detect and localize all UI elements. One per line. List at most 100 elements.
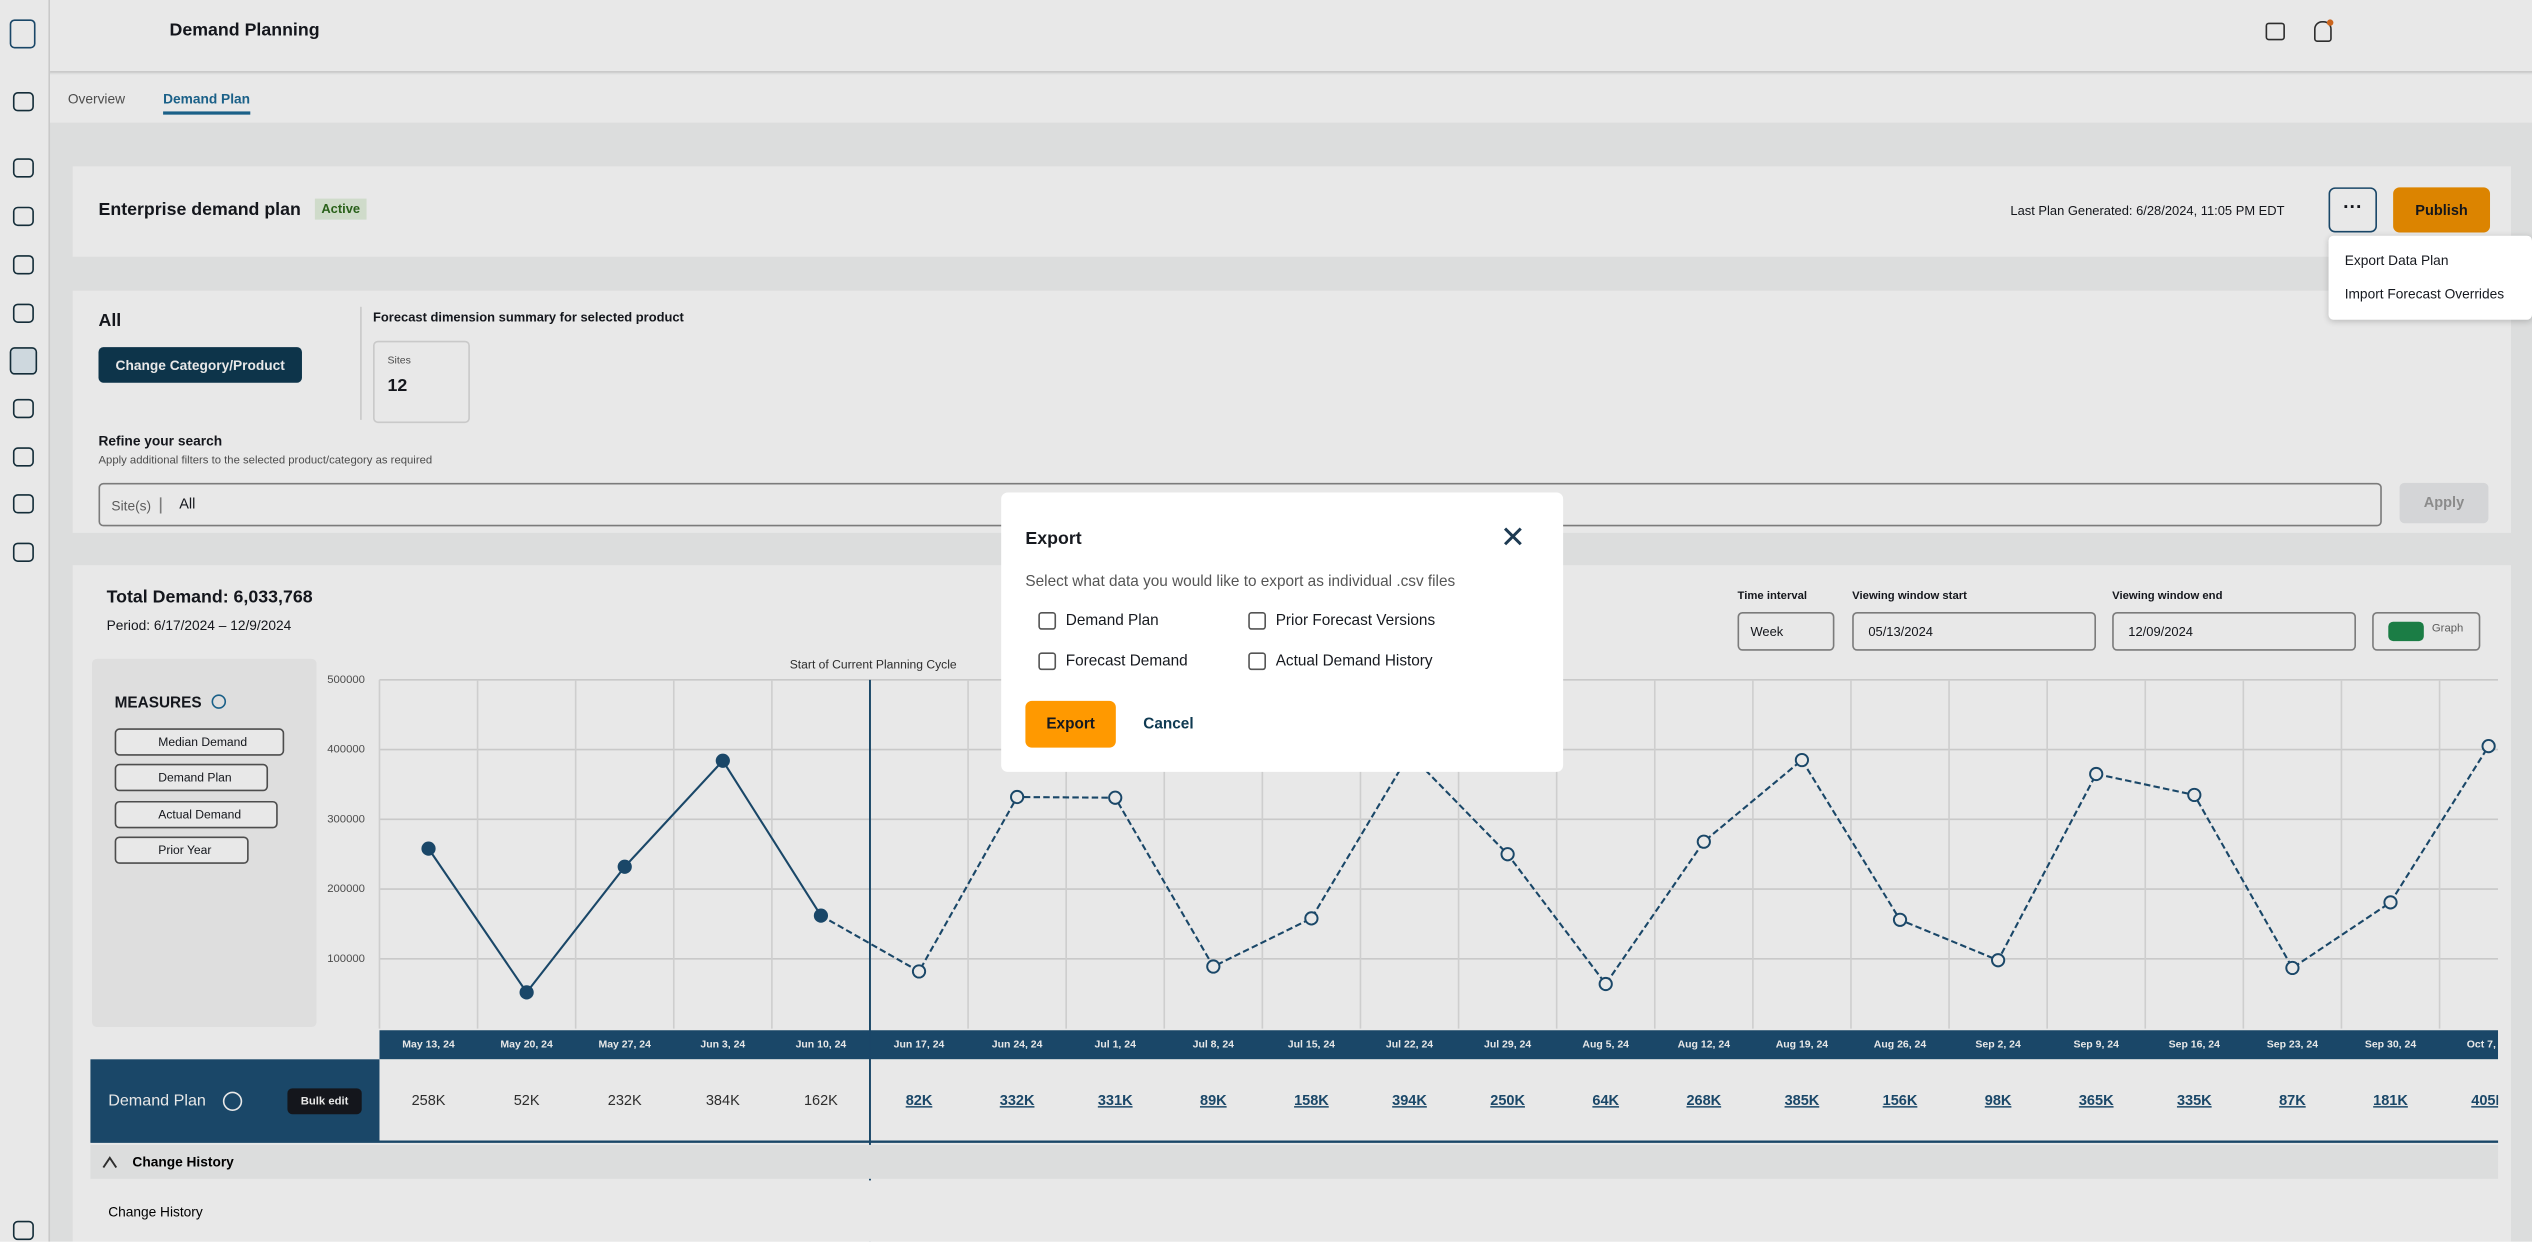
measure-chip[interactable]: Actual Demand (114, 800, 279, 828)
top-bar (50, 0, 2532, 73)
nav-icon[interactable] (12, 206, 34, 227)
last-generated: Last Plan Generated: 6/28/2024, 11:05 PM… (2010, 203, 2285, 218)
column-label: May 20, 24 (500, 1040, 553, 1051)
info-icon (222, 1091, 243, 1111)
plan-value: 52K (514, 1093, 540, 1109)
point (2481, 738, 2496, 754)
plan-value[interactable]: 82K (906, 1093, 933, 1109)
divider (360, 306, 362, 420)
end-input[interactable]: 12/09/2024 (2112, 612, 2356, 651)
plan-value[interactable]: 64K (1592, 1093, 1619, 1109)
plan-value[interactable]: 87K (2279, 1093, 2306, 1109)
plan-value[interactable]: 365K (2079, 1093, 2114, 1109)
interval-label: Time interval (1737, 591, 1808, 603)
nav-icon[interactable] (12, 255, 34, 275)
y-tick-label: 400000 (327, 744, 365, 756)
info-icon[interactable] (211, 694, 227, 709)
point (519, 985, 534, 1000)
column-label: Jul 29, 24 (1484, 1040, 1531, 1051)
point (1892, 912, 1908, 927)
nav-icon[interactable] (12, 542, 34, 562)
refine-title: Refine your search (98, 432, 223, 449)
nav-icon[interactable] (12, 303, 34, 323)
sidebar (0, 0, 51, 1242)
export-button[interactable]: Export (1025, 700, 1116, 748)
interval-select[interactable]: Week (1737, 612, 1835, 651)
filter-value: All (179, 495, 196, 512)
point (1010, 789, 1025, 805)
change-button[interactable]: Change Category/Product (98, 347, 302, 383)
plan-value[interactable]: 332K (1000, 1093, 1035, 1109)
nav-icon[interactable] (12, 398, 34, 419)
column-label: Jul 1, 24 (1095, 1040, 1137, 1051)
column-label: Oct 7, 24 (2467, 1040, 2511, 1051)
plan-value[interactable]: 156K (1883, 1093, 1918, 1109)
plan-value[interactable]: 335K (2177, 1093, 2212, 1109)
column-label: Jun 24, 24 (992, 1040, 1043, 1051)
checkbox[interactable] (1248, 612, 1267, 630)
menu-item[interactable]: Export Data Plan (2344, 251, 2449, 269)
point (715, 753, 730, 768)
end-label: Viewing window end (2112, 591, 2223, 603)
publish-button[interactable]: Publish (2393, 187, 2491, 233)
more-button[interactable]: ··· (2328, 187, 2377, 233)
cancel-button[interactable]: Cancel (1143, 715, 1194, 734)
point (911, 964, 927, 979)
plan-value[interactable]: 181K (2373, 1093, 2408, 1109)
start-input[interactable]: 05/13/2024 (1852, 612, 2097, 651)
column-label: Aug 5, 24 (1582, 1040, 1629, 1051)
tab-active[interactable]: Demand Plan (163, 90, 251, 107)
tab[interactable]: Overview (67, 90, 126, 107)
history-toggle-row (90, 1144, 2499, 1179)
nav-icon[interactable] (12, 92, 34, 112)
period: Period: 6/17/2024 – 12/9/2024 (106, 616, 292, 634)
menu-item[interactable]: Import Forecast Overrides (2344, 285, 2505, 302)
plan-value[interactable]: 89K (1200, 1093, 1227, 1109)
point (2383, 895, 2398, 910)
column-label: Aug 26, 24 (1874, 1040, 1927, 1051)
nav-icon[interactable] (12, 494, 34, 514)
checkbox[interactable] (1038, 652, 1057, 671)
plan-value: 232K (608, 1093, 642, 1109)
point (1108, 790, 1123, 805)
plan-value[interactable]: 158K (1294, 1093, 1329, 1109)
measure-chip[interactable]: Median Demand (114, 728, 285, 756)
checkbox-label: Forecast Demand (1065, 652, 1188, 671)
plan-value[interactable]: 250K (1490, 1093, 1525, 1109)
tab-bar (50, 74, 2532, 123)
plan-value[interactable]: 405K (2471, 1093, 2506, 1109)
nav-icon[interactable] (12, 158, 34, 178)
nav-icon[interactable] (12, 1220, 34, 1241)
history-toggle[interactable]: Change History (132, 1154, 234, 1169)
app-title: Demand Planning (169, 20, 320, 41)
plan-value[interactable]: 268K (1686, 1093, 1721, 1109)
measure-chip[interactable]: Prior Year (114, 836, 249, 864)
point (1206, 959, 1221, 974)
nav-icon[interactable] (12, 447, 34, 467)
point (813, 908, 829, 923)
checkbox[interactable] (1248, 652, 1267, 671)
column-label: Sep 16, 24 (2169, 1040, 2220, 1051)
point (2089, 766, 2104, 782)
row-label: Demand Plan (108, 1092, 206, 1110)
checkbox[interactable] (1038, 612, 1057, 630)
measure-chip[interactable]: Demand Plan (114, 764, 269, 792)
chat-icon[interactable] (2265, 22, 2285, 41)
bulk-edit-button[interactable] (287, 1088, 362, 1115)
toggle-switch (2388, 621, 2424, 642)
bell-icon[interactable] (2314, 20, 2332, 42)
column-label: Sep 2, 24 (1975, 1040, 2021, 1051)
plan-value[interactable]: 385K (1785, 1093, 1820, 1109)
scope: All (98, 311, 122, 332)
close-button[interactable]: ✕ (1500, 521, 1526, 556)
plan-value[interactable]: 394K (1392, 1093, 1427, 1109)
graph-toggle[interactable] (2372, 612, 2481, 651)
plan-value[interactable]: 331K (1098, 1093, 1133, 1109)
sites-card (373, 340, 470, 424)
apply-button[interactable]: Apply (2399, 482, 2489, 524)
chevron (102, 1156, 118, 1169)
start-label: Viewing window start (1852, 591, 1967, 603)
nav-icon-active[interactable] (9, 347, 38, 375)
y-tick-label: 300000 (327, 813, 365, 825)
plan-value[interactable]: 98K (1985, 1093, 2012, 1109)
